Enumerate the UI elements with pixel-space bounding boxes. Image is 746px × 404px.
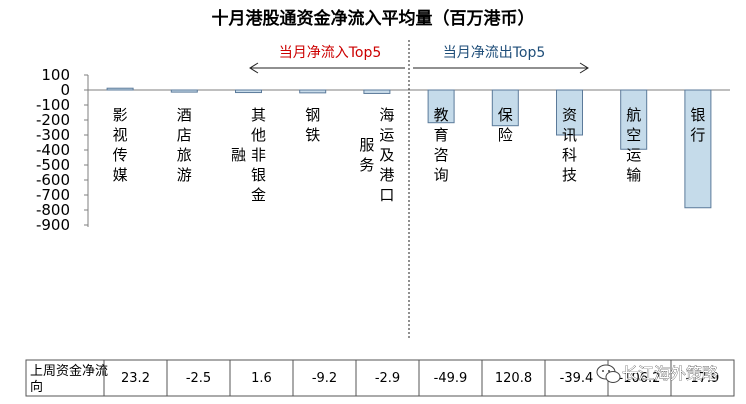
category-char: 险 xyxy=(498,126,513,144)
category-char: 输 xyxy=(626,166,641,184)
y-tick-label: 0 xyxy=(60,81,70,99)
category-char: 店 xyxy=(177,126,192,144)
bar xyxy=(106,87,134,91)
table-cell: 1.6 xyxy=(251,371,272,386)
category-label: 钢铁 xyxy=(305,106,320,144)
watermark: 长江海外策略 xyxy=(596,364,718,383)
category-char: 保 xyxy=(498,106,513,124)
annotations: 当月净流入Top5 当月净流出Top5 xyxy=(249,40,589,340)
category-char: 讯 xyxy=(562,126,577,144)
y-tick-label: -300 xyxy=(36,126,70,144)
table-cell: -49.9 xyxy=(434,371,468,386)
category-char: 运 xyxy=(379,126,394,144)
category-char: 科 xyxy=(562,146,577,164)
category-char: 媒 xyxy=(113,166,128,184)
category-char: 钢 xyxy=(305,106,320,124)
watermark-text: 长江海外策略 xyxy=(622,364,718,383)
category-char: 运 xyxy=(626,146,641,164)
bar xyxy=(363,89,391,94)
bar xyxy=(556,89,583,136)
category-char: 航 xyxy=(626,106,641,124)
bar xyxy=(491,89,519,127)
category-char: 铁 xyxy=(305,126,320,144)
chart-title: 十月港股通资金净流入平均量（百万港币） xyxy=(212,8,535,29)
y-tick-label: -500 xyxy=(36,156,70,174)
y-tick-label: -600 xyxy=(36,171,70,189)
bars xyxy=(106,87,712,209)
inflow-top5-label: 当月净流入Top5 xyxy=(279,45,382,61)
inflow-arrow xyxy=(249,62,405,74)
bar xyxy=(427,89,455,124)
category-char: 影 xyxy=(113,106,128,124)
table-cell: -39.4 xyxy=(560,371,594,386)
category-label: 保险 xyxy=(498,106,513,144)
category-label: 银行 xyxy=(690,106,705,144)
table-cell: -2.5 xyxy=(186,371,211,386)
wechat-icon xyxy=(596,364,621,383)
table-cell: -9.2 xyxy=(312,371,337,386)
category-char: 海 xyxy=(379,106,394,124)
bar xyxy=(684,89,712,209)
category-char: 口 xyxy=(379,186,394,204)
category-char: 技 xyxy=(562,166,577,184)
outflow-arrow xyxy=(413,62,589,74)
category-char: 传 xyxy=(113,146,128,164)
table-cell: 23.2 xyxy=(121,371,150,386)
y-tick-label: 100 xyxy=(41,66,70,84)
category-char: 资 xyxy=(562,106,577,124)
y-tick-label: -700 xyxy=(36,186,70,204)
category-char: 咨 xyxy=(434,146,449,164)
category-char: 港 xyxy=(379,166,394,184)
outflow-top5-label: 当月净流出Top5 xyxy=(443,45,546,61)
category-char: 银 xyxy=(251,166,266,184)
category-char: 游 xyxy=(177,166,192,184)
category-char: 行 xyxy=(690,126,705,144)
bar xyxy=(170,89,198,93)
category-char: 他 xyxy=(251,126,266,144)
y-tick-label: -900 xyxy=(36,216,70,234)
bar xyxy=(620,89,648,150)
category-char: 非 xyxy=(251,146,266,164)
category-char: 教 xyxy=(434,106,449,124)
category-char: 其 xyxy=(251,106,266,124)
table-cell: -17.9 xyxy=(686,371,720,386)
category-char: 酒 xyxy=(177,106,192,124)
bar xyxy=(299,89,327,94)
category-char: 及 xyxy=(379,146,394,164)
table-row-label: 上周资金净流 xyxy=(30,363,108,379)
table-cell: -106.2 xyxy=(619,371,661,386)
y-tick-label: -800 xyxy=(36,201,70,219)
table-row-label: 向 xyxy=(30,379,43,395)
category-char: 旅 xyxy=(177,146,192,164)
table-cell: -2.9 xyxy=(375,371,400,386)
category-char: 务 xyxy=(359,156,374,174)
bar xyxy=(235,89,262,94)
category-char: 视 xyxy=(113,126,128,144)
category-char: 银 xyxy=(690,106,705,124)
category-char: 金 xyxy=(251,186,266,204)
category-char: 融 xyxy=(231,146,246,164)
category-char: 服 xyxy=(359,136,374,154)
category-char: 空 xyxy=(626,126,641,144)
category-char: 询 xyxy=(434,166,449,184)
table-border xyxy=(25,359,735,397)
table-cell: 120.8 xyxy=(495,371,532,386)
y-tick-label: -200 xyxy=(36,111,70,129)
y-tick-label: -100 xyxy=(36,96,70,114)
category-char: 育 xyxy=(434,126,449,144)
y-tick-label: -400 xyxy=(36,141,70,159)
